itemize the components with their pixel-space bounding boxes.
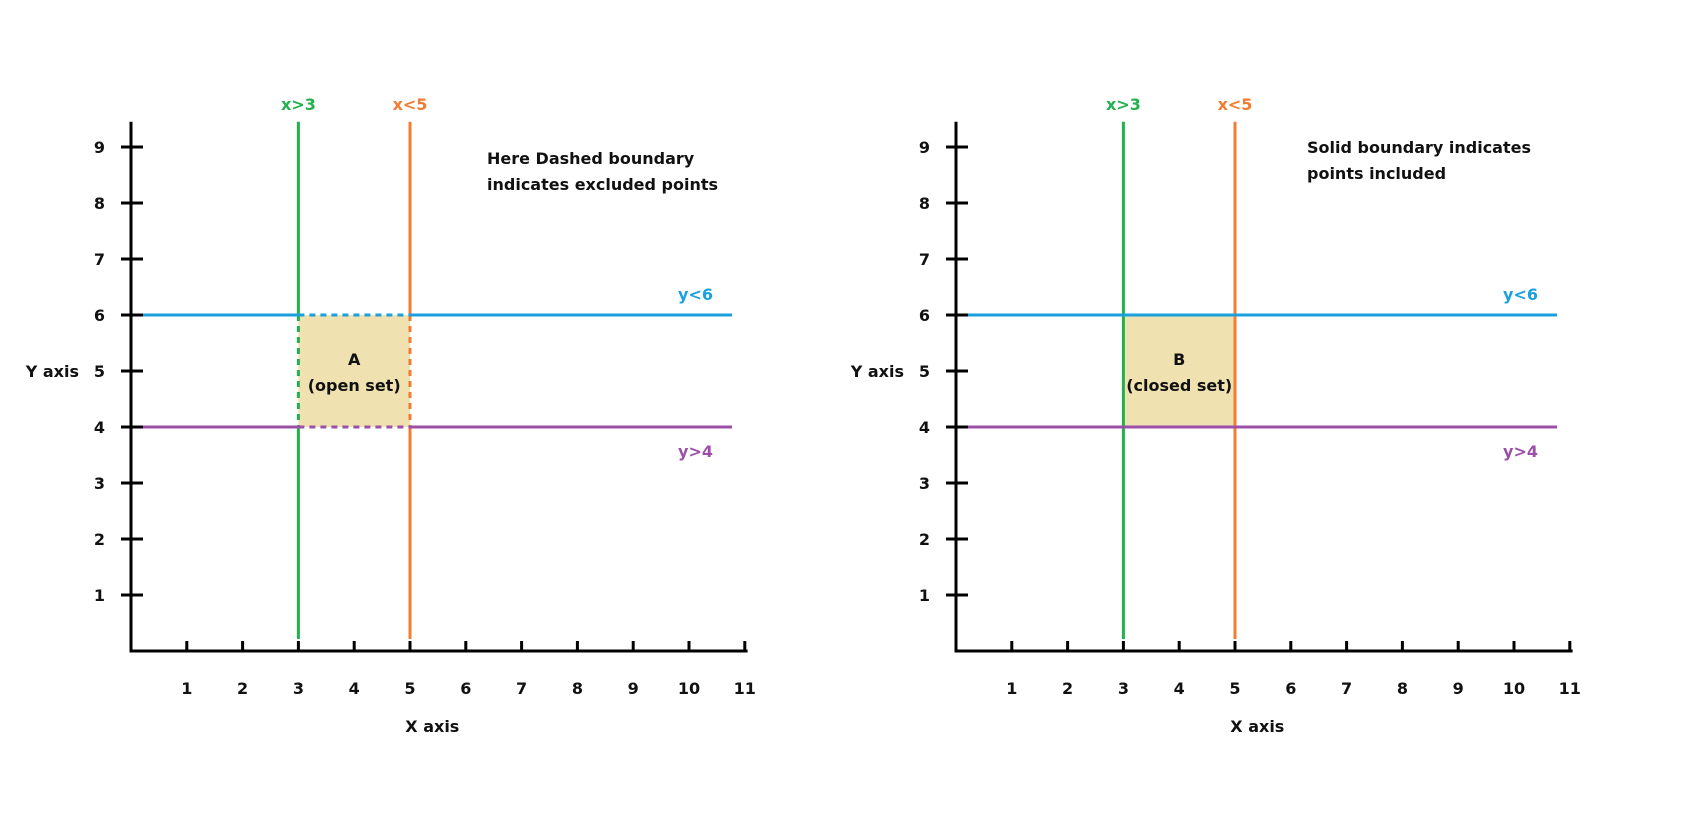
x-tick-label-5: 5 [404, 679, 415, 698]
region-fill [298, 315, 410, 427]
y-tick-label-1: 1 [94, 586, 105, 605]
x-tick-label-9: 9 [628, 679, 639, 698]
y-tick-label-1: 1 [919, 586, 930, 605]
note-line-2: indicates excluded points [487, 175, 718, 194]
x-tick-label-10: 10 [1503, 679, 1525, 698]
x-tick-label-5: 5 [1229, 679, 1240, 698]
x-tick-label-11: 11 [1559, 679, 1581, 698]
x-tick-label-6: 6 [460, 679, 471, 698]
y-tick-label-2: 2 [919, 530, 930, 549]
region-fill [1123, 315, 1235, 427]
line-label-x-lt-5: x<5 [1218, 95, 1253, 114]
line-label-x-gt-3: x>3 [1106, 95, 1141, 114]
x-tick-label-4: 4 [349, 679, 360, 698]
y-tick-label-5: 5 [919, 362, 930, 381]
x-tick-label-2: 2 [237, 679, 248, 698]
y-tick-label-2: 2 [94, 530, 105, 549]
note-line-1: Solid boundary indicates [1307, 138, 1531, 157]
y-tick-label-4: 4 [919, 418, 930, 437]
x-tick-label-11: 11 [734, 679, 756, 698]
region-name: B [1173, 350, 1185, 369]
y-tick-label-7: 7 [919, 250, 930, 269]
x-tick-label-7: 7 [516, 679, 527, 698]
y-tick-label-3: 3 [919, 474, 930, 493]
y-tick-label-9: 9 [919, 138, 930, 157]
x-tick-label-3: 3 [1118, 679, 1129, 698]
y-tick-label-5: 5 [94, 362, 105, 381]
x-axis-title: X axis [1230, 717, 1284, 736]
x-tick-label-4: 4 [1174, 679, 1185, 698]
x-tick-label-1: 1 [1006, 679, 1017, 698]
y-tick-label-6: 6 [919, 306, 930, 325]
x-tick-label-2: 2 [1062, 679, 1073, 698]
y-tick-label-8: 8 [94, 194, 105, 213]
x-tick-label-10: 10 [678, 679, 700, 698]
x-tick-label-7: 7 [1341, 679, 1352, 698]
note-line-2: points included [1307, 164, 1446, 183]
line-label-y-lt-6: y<6 [678, 285, 713, 304]
y-tick-label-6: 6 [94, 306, 105, 325]
line-label-y-gt-4: y>4 [678, 442, 713, 461]
note-line-1: Here Dashed boundary [487, 149, 695, 168]
y-tick-label-3: 3 [94, 474, 105, 493]
y-axis-title: Y axis [850, 362, 904, 381]
region-caption: (closed set) [1126, 376, 1232, 395]
region-name: A [348, 350, 361, 369]
y-axis-title: Y axis [25, 362, 79, 381]
x-tick-label-8: 8 [1397, 679, 1408, 698]
x-tick-label-1: 1 [181, 679, 192, 698]
y-tick-label-4: 4 [94, 418, 105, 437]
x-tick-label-6: 6 [1285, 679, 1296, 698]
x-tick-label-9: 9 [1453, 679, 1464, 698]
x-axis-title: X axis [405, 717, 459, 736]
line-label-y-gt-4: y>4 [1503, 442, 1538, 461]
line-label-y-lt-6: y<6 [1503, 285, 1538, 304]
region-caption: (open set) [308, 376, 401, 395]
x-tick-label-3: 3 [293, 679, 304, 698]
x-tick-label-8: 8 [572, 679, 583, 698]
y-tick-label-7: 7 [94, 250, 105, 269]
y-tick-label-8: 8 [919, 194, 930, 213]
line-label-x-gt-3: x>3 [281, 95, 316, 114]
y-tick-label-9: 9 [94, 138, 105, 157]
line-label-x-lt-5: x<5 [393, 95, 428, 114]
